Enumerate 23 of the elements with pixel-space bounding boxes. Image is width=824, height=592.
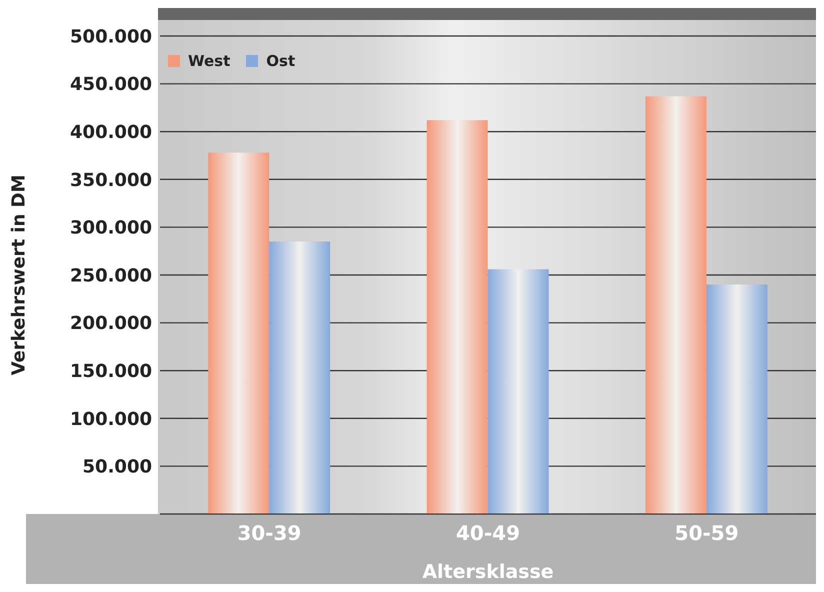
y-tick-label: 500.000 [70,26,152,48]
y-axis-title: Verkehrswert in DM [8,174,30,376]
y-tick-label: 100.000 [70,408,152,430]
x-tick-label: 30-39 [237,521,302,546]
x-tick-label: 40-49 [456,521,520,546]
y-tick-label: 350.000 [70,170,152,191]
legend-label: Ost [265,52,296,70]
bar [706,284,768,514]
x-axis-title: Altersklasse [422,561,554,583]
y-tick-label: 450.000 [70,74,152,96]
y-tick-label: 250.000 [70,265,152,286]
y-tick-label: 50.000 [82,456,152,478]
bar [645,96,706,514]
bar [488,269,549,514]
bar [269,242,330,514]
y-tick-label: 200.000 [70,313,152,334]
y-tick-label: 300.000 [70,218,152,239]
bar [426,120,488,514]
x-tick-label: 50-59 [674,521,739,546]
y-tick-label: 400.000 [70,122,152,143]
legend-label: West [187,52,230,70]
bar [208,152,270,514]
y-tick-label: 150.000 [70,360,152,382]
